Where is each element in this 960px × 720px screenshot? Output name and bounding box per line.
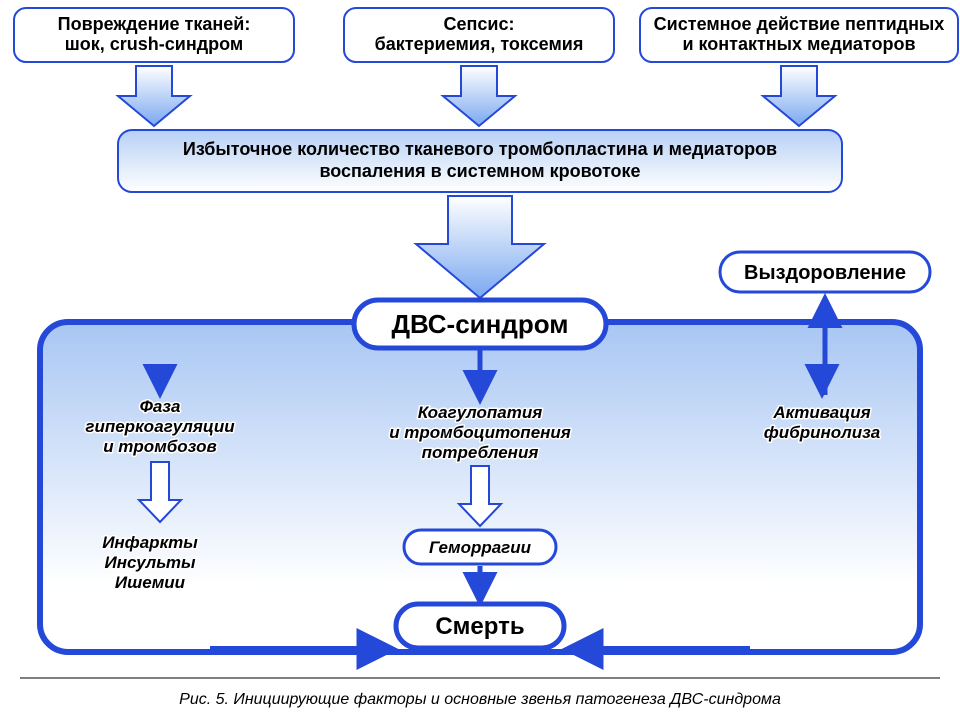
death-text: Смерть	[435, 613, 524, 640]
arrow-top-1	[118, 66, 190, 126]
hemorrhages-text: Геморрагии	[429, 538, 532, 557]
death-pill: Смерть	[396, 604, 564, 648]
top1-l2: шок, crush-синдром	[65, 34, 243, 54]
svg-text:Активация: Активация	[772, 403, 870, 422]
label-outcomes: Инфаркты Инфаркты Инсульты Инсульты Ишем…	[102, 533, 198, 592]
mid-l2: воспаления в системном кровотоке	[319, 161, 640, 181]
dvs-text: ДВС-синдром	[391, 309, 568, 339]
svg-text:Ишемии: Ишемии	[115, 573, 186, 592]
svg-text:Коагулопатия: Коагулопатия	[418, 403, 542, 422]
flowchart: Повреждение тканей: шок, crush-синдром С…	[0, 0, 960, 720]
svg-text:фибринолиза: фибринолиза	[764, 423, 880, 442]
svg-text:Инфаркты: Инфаркты	[102, 533, 198, 552]
arrow-top-2	[443, 66, 515, 126]
label-right: Активация Активация фибринолиза фибринол…	[764, 403, 880, 442]
arrow-top-3	[763, 66, 835, 126]
top3-l1: Системное действие пептидных	[654, 14, 945, 34]
svg-text:Инсульты: Инсульты	[104, 553, 196, 572]
top1-l1: Повреждение тканей:	[58, 14, 251, 34]
dvs-pill: ДВС-синдром	[354, 300, 606, 348]
svg-text:Фаза: Фаза	[140, 397, 181, 416]
svg-text:гиперкоагуляции: гиперкоагуляции	[85, 417, 235, 436]
arrow-mid	[416, 196, 544, 298]
hemorrhages-pill: Геморрагии	[404, 530, 556, 564]
top-box-3: Системное действие пептидных и контактны…	[640, 8, 958, 62]
svg-text:и тромбоцитопения: и тромбоцитопения	[389, 423, 571, 442]
top-box-2: Сепсис: бактериемия, токсемия	[344, 8, 614, 62]
caption-text: Рис. 5. Инициирующие факторы и основные …	[179, 691, 781, 708]
top3-l2: и контактных медиаторов	[682, 34, 915, 54]
mid-l1: Избыточное количество тканевого тромбопл…	[183, 139, 777, 159]
top2-l2: бактериемия, токсемия	[375, 34, 584, 54]
svg-text:потребления: потребления	[422, 443, 539, 462]
top2-l1: Сепсис:	[444, 14, 515, 34]
svg-text:и тромбозов: и тромбозов	[103, 437, 217, 456]
middle-box: Избыточное количество тканевого тромбопл…	[118, 130, 842, 192]
recovery-text: Выздоровление	[744, 262, 906, 284]
recovery-pill: Выздоровление	[720, 252, 930, 292]
top-box-1: Повреждение тканей: шок, crush-синдром	[14, 8, 294, 62]
